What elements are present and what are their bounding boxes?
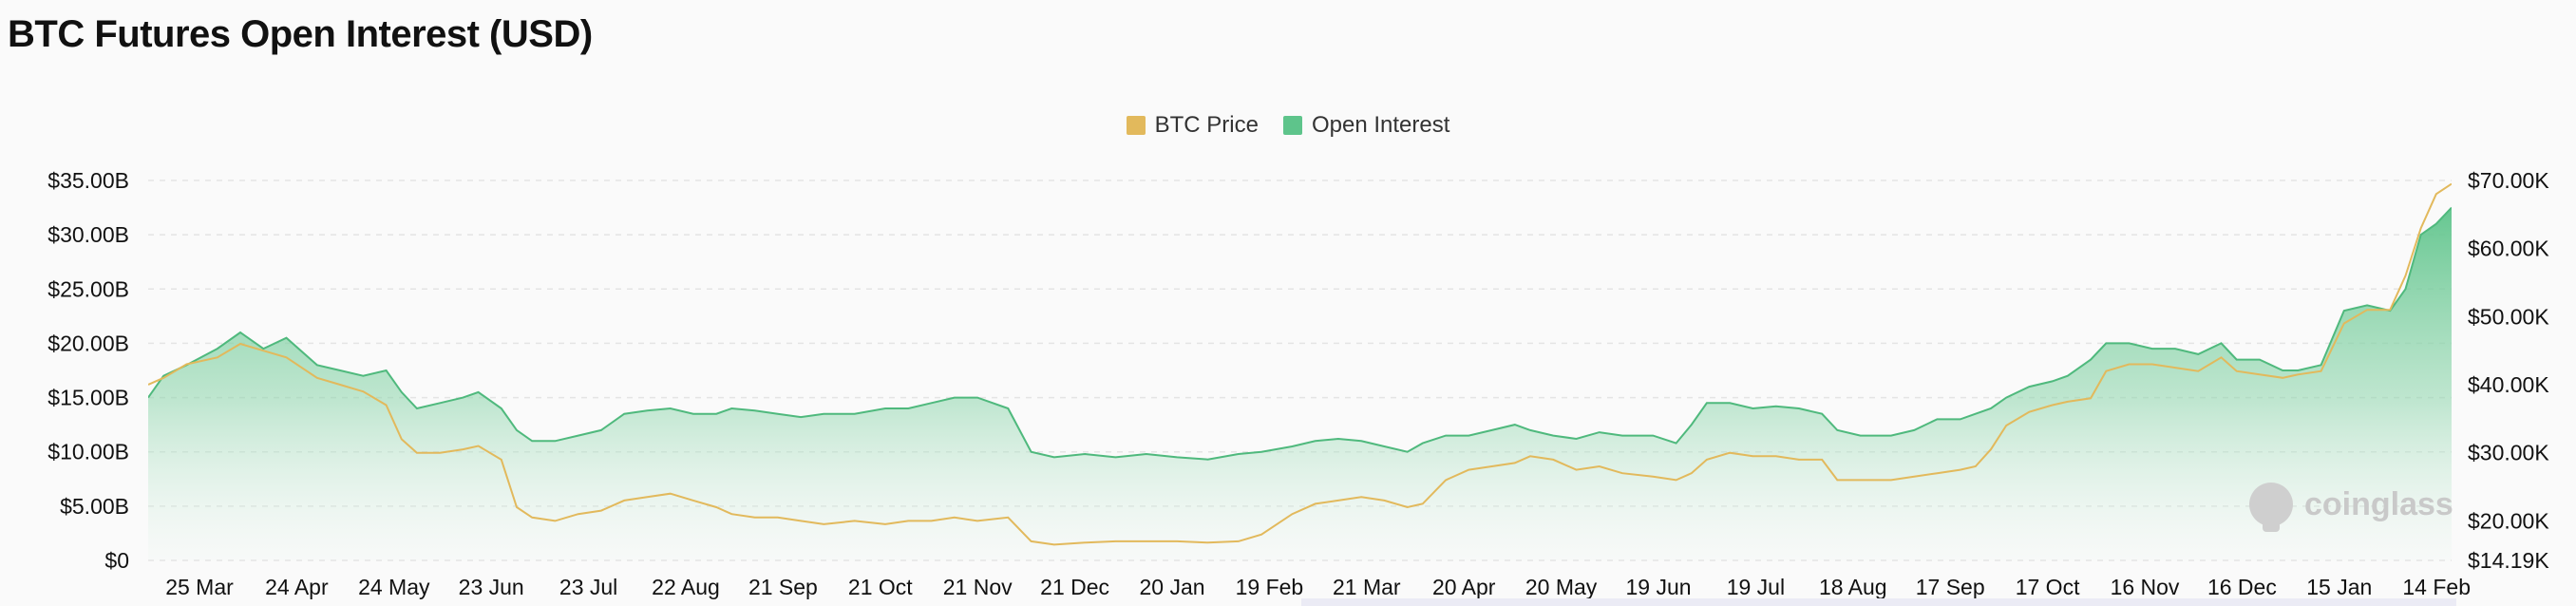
x-tick-label: 23 Jul — [559, 575, 617, 599]
y-left-tick-label: $5.00B — [60, 494, 129, 519]
x-tick-label: 21 Dec — [1040, 575, 1109, 599]
x-tick-label: 15 Jan — [2306, 575, 2372, 599]
y-left-tick-label: $35.00B — [47, 168, 129, 193]
coinglass-logo-icon — [2249, 483, 2293, 532]
y-left-tick-label: $10.00B — [47, 440, 129, 464]
x-tick-label: 20 May — [1525, 575, 1598, 599]
y-axis-left: $0 $5.00B $10.00B $15.00B $20.00B $25.00B $30.… — [47, 168, 129, 573]
open-interest-line — [148, 206, 2452, 461]
y-right-tick-label: $50.00K — [2468, 304, 2549, 329]
x-tick-label: 24 May — [358, 575, 430, 599]
legend-label-btc-price: BTC Price — [1154, 112, 1259, 138]
y-left-tick-label: $20.00B — [47, 331, 129, 355]
y-right-tick-label: $20.00K — [2468, 508, 2549, 533]
x-tick-label: 14 Feb — [2402, 575, 2471, 599]
legend-label-open-interest: Open Interest — [1311, 112, 1450, 138]
legend-item-btc-price[interactable]: BTC Price — [1126, 112, 1259, 139]
y-left-tick-label: $25.00B — [47, 276, 129, 301]
chart-title: BTC Futures Open Interest (USD) — [8, 13, 593, 55]
legend-item-open-interest[interactable]: Open Interest — [1282, 112, 1450, 139]
y-axis-right: $14.19K $20.00K $30.00K $40.00K $50.00K $60.0… — [2468, 168, 2549, 573]
x-tick-label: 19 Feb — [1236, 575, 1304, 599]
x-tick-label: 21 Nov — [943, 575, 1013, 599]
x-tick-label: 21 Oct — [848, 575, 913, 599]
watermark: coinglass — [2249, 483, 2453, 532]
y-right-tick-label: $60.00K — [2468, 237, 2549, 261]
legend-swatch-open-interest — [1282, 116, 1302, 135]
x-tick-label: 19 Jul — [1727, 575, 1785, 599]
watermark-text: coinglass — [2304, 485, 2453, 522]
x-tick-label: 25 Mar — [165, 575, 234, 599]
chart-legend: BTC Price Open Interest — [0, 112, 2576, 139]
x-tick-label: 19 Jun — [1625, 575, 1691, 599]
y-right-tick-label: $40.00K — [2468, 372, 2549, 397]
y-left-tick-label: $30.00B — [47, 222, 129, 247]
y-left-tick-label: $15.00B — [47, 386, 129, 410]
x-tick-label: 21 Sep — [748, 575, 818, 599]
x-tick-label: 17 Sep — [1916, 575, 1985, 599]
y-left-tick-label: $0 — [104, 548, 129, 573]
x-tick-label: 17 Oct — [2016, 575, 2080, 599]
y-right-tick-label: $30.00K — [2468, 441, 2549, 465]
x-tick-label: 23 Jun — [459, 575, 524, 599]
x-tick-label: 24 Apr — [265, 575, 329, 599]
range-scrollbar[interactable] — [1301, 598, 2456, 606]
y-right-tick-label: $14.19K — [2468, 548, 2549, 573]
x-axis: 25 Mar 24 Apr 24 May 23 Jun 23 Jul 22 Aug 21 S… — [165, 575, 2471, 599]
legend-swatch-btc-price — [1126, 116, 1146, 135]
x-tick-label: 20 Apr — [1432, 575, 1496, 599]
x-tick-label: 16 Dec — [2207, 575, 2277, 599]
x-tick-label: 20 Jan — [1139, 575, 1204, 599]
open-interest-area — [148, 207, 2452, 560]
x-tick-label: 18 Aug — [1819, 575, 1887, 599]
y-right-tick-label: $70.00K — [2468, 168, 2549, 193]
x-tick-label: 16 Nov — [2111, 575, 2180, 599]
x-tick-label: 21 Mar — [1333, 575, 1401, 599]
x-tick-label: 22 Aug — [652, 575, 720, 599]
btc-price-line — [148, 182, 2452, 546]
